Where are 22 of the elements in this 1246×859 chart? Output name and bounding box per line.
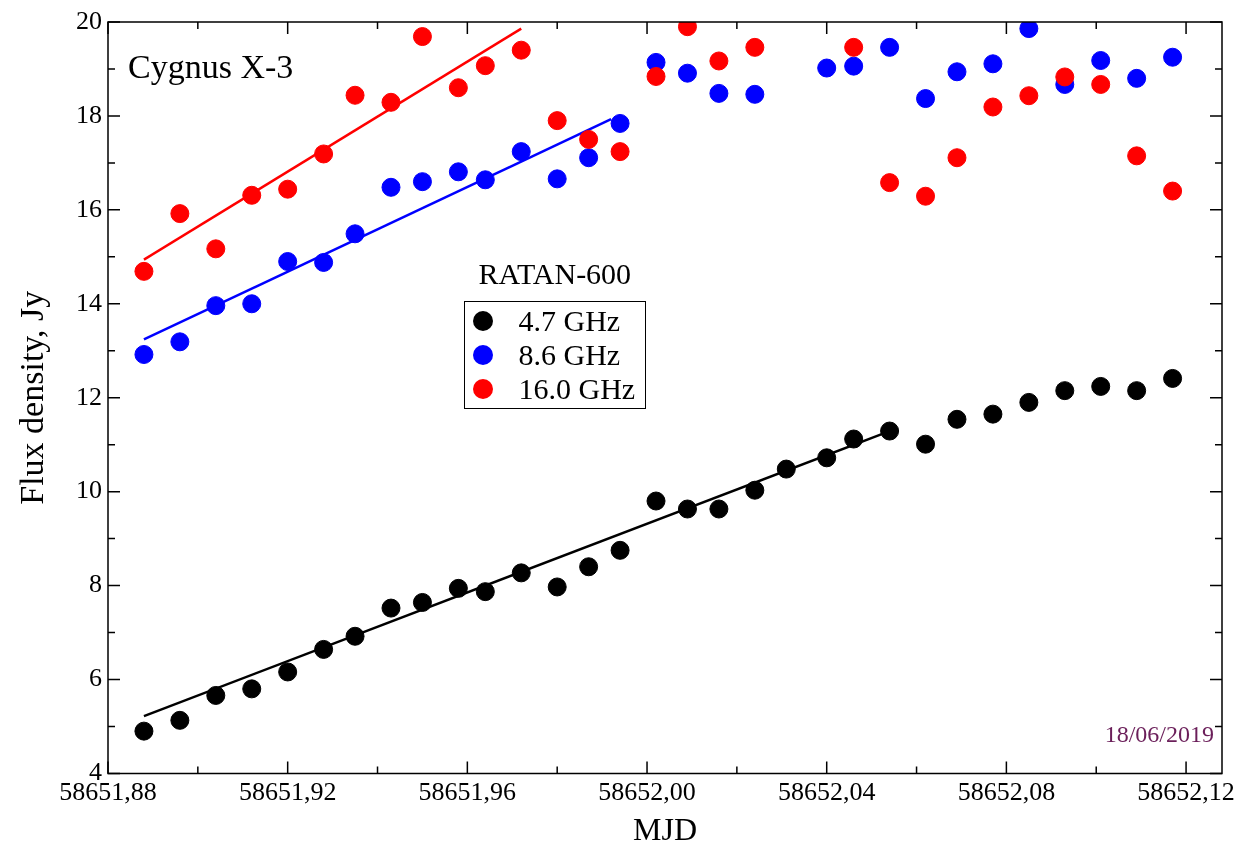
x-tick-label: 58652,00 xyxy=(598,776,696,806)
y-axis-title: Flux density, Jy xyxy=(13,290,51,505)
annotation: Cygnus X-3 xyxy=(128,47,294,85)
legend-label: 8.6 GHz xyxy=(518,337,621,372)
x-tick-label: 58651,96 xyxy=(418,776,517,806)
y-tick-label: 6 xyxy=(89,663,102,693)
x-tick-label: 58652,04 xyxy=(777,776,876,806)
y-tick-label: 8 xyxy=(89,569,102,599)
x-tick-label: 58652,08 xyxy=(957,776,1056,806)
y-tick-label: 12 xyxy=(76,381,102,411)
y-tick-label: 14 xyxy=(76,287,102,317)
y-tick-label: 18 xyxy=(76,99,102,129)
x-tick-label: 58652,12 xyxy=(1137,776,1235,806)
y-tick-label: 10 xyxy=(76,475,102,505)
x-tick-label: 58651,92 xyxy=(238,776,337,806)
legend-label: 4.7 GHz xyxy=(518,303,621,338)
annotation: 18/06/2019 xyxy=(1104,720,1214,747)
y-tick-label: 16 xyxy=(76,193,102,223)
legend-title: RATAN-600 xyxy=(477,256,633,291)
legend-label: 16.0 GHz xyxy=(518,371,636,406)
y-tick-label: 20 xyxy=(76,5,102,35)
x-axis-title: MJD xyxy=(632,811,698,848)
